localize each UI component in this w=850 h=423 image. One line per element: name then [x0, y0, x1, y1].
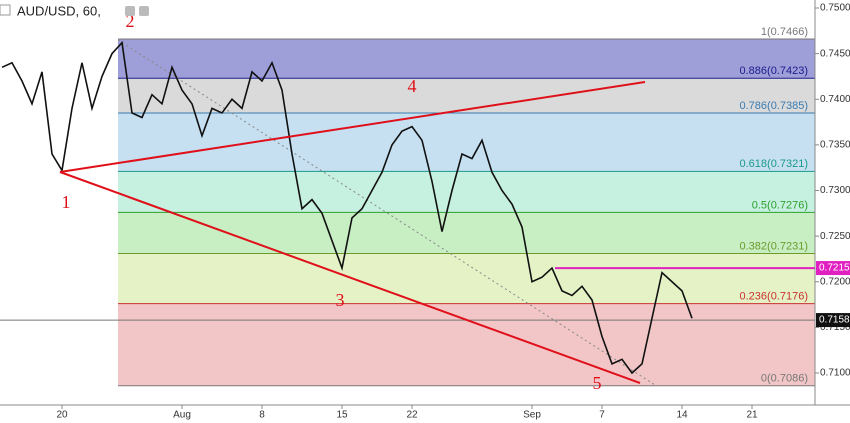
fib-level-label: 0(0.7086): [761, 373, 808, 385]
x-tick-label: 21: [746, 410, 758, 421]
x-tick-label: 8: [259, 410, 265, 421]
y-tick-label: 0.7150: [820, 322, 850, 333]
collapse-icon[interactable]: [0, 4, 11, 16]
fib-band: [118, 171, 815, 213]
fib-level-label: 0.886(0.7423): [740, 65, 809, 77]
wave-label: 5: [593, 373, 602, 393]
price-tag: [816, 313, 850, 328]
price-tag-label: 0.7215: [819, 263, 850, 274]
price-line-series: [1, 40, 693, 375]
y-axis-panel: [815, 0, 850, 405]
x-tick-label: 14: [676, 410, 688, 421]
fib-level-label: 0.618(0.7321): [740, 158, 809, 170]
price-tag: [816, 261, 850, 276]
fib-band: [118, 39, 815, 79]
wave-label: 1: [62, 192, 71, 212]
fib-band: [118, 253, 815, 304]
fib-level-label: 0.236(0.7176): [740, 291, 809, 303]
fib-band: [118, 212, 815, 254]
wave-label: 3: [336, 290, 345, 310]
wave-label: 2: [126, 11, 135, 31]
close-icon[interactable]: [139, 6, 149, 16]
trend-line: [59, 81, 646, 173]
x-tick-label: 7: [599, 410, 605, 421]
y-tick-label: 0.7250: [820, 231, 850, 242]
fib-trend: [117, 39, 656, 386]
fib-band: [118, 78, 815, 113]
y-tick-label: 0.7100: [820, 368, 850, 379]
trend-line: [59, 171, 641, 384]
fib-level-label: 0.5(0.7276): [752, 199, 808, 211]
x-tick-label: Sep: [523, 410, 541, 421]
fib-band: [118, 303, 815, 386]
wave-label: 4: [408, 76, 417, 96]
y-tick-label: 0.7400: [820, 94, 850, 105]
fib-level-label: 0.786(0.7385): [740, 100, 809, 112]
fib-level-label: 1(0.7466): [761, 26, 808, 38]
y-tick-label: 0.7500: [820, 3, 850, 14]
fib-band: [118, 112, 815, 172]
x-tick-label: 22: [406, 410, 418, 421]
y-tick-label: 0.7450: [820, 48, 850, 59]
x-tick-label: 15: [336, 410, 348, 421]
price-tag-label: 0.7158: [819, 315, 850, 326]
y-tick-label: 0.7200: [820, 276, 850, 287]
settings-icon[interactable]: [125, 6, 135, 16]
x-tick-label: Aug: [173, 410, 191, 421]
chart-title: AUD/USD, 60,: [17, 3, 101, 18]
x-tick-label: 20: [56, 410, 68, 421]
fib-level-label: 0.382(0.7231): [740, 240, 809, 252]
y-tick-label: 0.7350: [820, 140, 850, 151]
y-tick-label: 0.7300: [820, 185, 850, 196]
